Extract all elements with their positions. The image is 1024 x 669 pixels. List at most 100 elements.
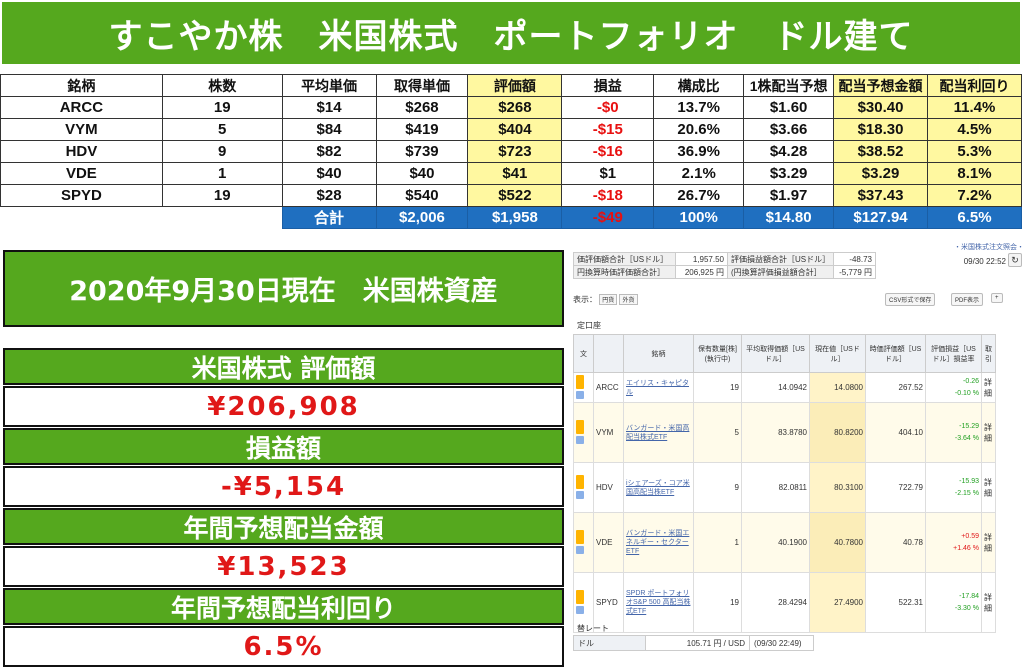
broker-screenshot: ・米国株式注文照会・ 価評価額合計［USドル］ 1,957.50 評価損益額合計…: [573, 238, 1024, 669]
cell-name[interactable]: SPDR ポートフォリオS&P 500 高配当株式ETF: [623, 572, 694, 633]
detail-link[interactable]: 詳細: [981, 402, 996, 463]
cell-ticker: ARCC: [0, 96, 163, 119]
cell-value: $522: [467, 184, 563, 207]
cell-ticker: VDE: [0, 162, 163, 185]
col-header-value: 時価評価額［USドル］: [865, 334, 926, 373]
buy-icon[interactable]: [576, 374, 584, 389]
gain-amount: +0.59: [961, 532, 979, 540]
csv-save-button[interactable]: CSV形式で保存: [885, 293, 936, 306]
col-header-now: 現在値［USドル］: [809, 334, 866, 373]
copy-icon: [576, 490, 584, 499]
cell-yield: 5.3%: [927, 140, 1022, 163]
cell-name[interactable]: バンガード・米国エネルギー・セクターETF: [623, 512, 694, 573]
display-toggle: 表示： 円貨 外貨: [573, 294, 638, 305]
refresh-icon[interactable]: ↻: [1008, 253, 1022, 267]
cell-gain: -15.29 -3.64 %: [925, 402, 982, 463]
pdf-button[interactable]: PDF表示: [951, 293, 984, 306]
detail-link[interactable]: 詳細: [981, 572, 996, 633]
cell-div-amount: $30.40: [833, 96, 929, 119]
cell-gain: +0.59 +1.46 %: [925, 512, 982, 573]
gain-amount: -0.26: [963, 377, 979, 385]
display-label: 表示：: [573, 295, 597, 304]
cell-avg: 14.0942: [741, 372, 810, 403]
cell-gain: -$18: [561, 184, 655, 207]
table-row: ARCC エイリス・キャピタル 19 14.0942 14.0800 267.5…: [573, 372, 996, 403]
summary-label-gain: 損益額: [3, 428, 564, 465]
cell-name[interactable]: バンガード・米国高配当株式ETF: [623, 402, 694, 463]
col-header-div-amount: 配当予想金額: [833, 74, 929, 97]
table-row: 円換算時価評価額合計］ 206,925 円 (円換算評価損益額合計］ -5,77…: [573, 265, 876, 279]
col-header-qty: 保有数量[株](執行中): [693, 334, 742, 373]
cell-ratio: 20.6%: [653, 118, 745, 141]
cell-value: $268: [467, 96, 563, 119]
total-value: $1,958: [467, 206, 563, 229]
cell-cost: $268: [375, 96, 469, 119]
cell-shares: 9: [161, 140, 283, 163]
table-header-row: 文 銘柄 保有数量[株](執行中) 平均取得価額［USドル］ 現在値［USドル］…: [573, 334, 996, 373]
cell-name[interactable]: iシェアーズ・コア米国高配当株ETF: [623, 462, 694, 513]
cell-div-amount: $37.43: [833, 184, 929, 207]
cell-avg: 82.0811: [741, 462, 810, 513]
summary-label-dividend: 年間予想配当金額: [3, 508, 564, 545]
summary-label: 価評価額合計［USドル］: [573, 252, 676, 266]
cell-ticker: HDV: [0, 140, 163, 163]
table-row: HDV iシェアーズ・コア米国高配当株ETF 9 82.0811 80.3100…: [573, 462, 996, 513]
toggle-yen[interactable]: 円貨: [599, 294, 618, 305]
cell-value: 267.52: [865, 372, 926, 403]
copy-icon: [576, 390, 584, 399]
cell-div-amount: $3.29: [833, 162, 929, 185]
page-title-banner: すこやか株 米国株式 ポートフォリオ ドル建て: [2, 2, 1020, 64]
total-div-per-share: $14.80: [743, 206, 835, 229]
cell-ticker: SPYD: [0, 184, 163, 207]
cell-yield: 7.2%: [927, 184, 1022, 207]
summary-value-yield: 6.5%: [3, 626, 564, 667]
detail-link[interactable]: 詳細: [981, 512, 996, 573]
total-yield: 6.5%: [927, 206, 1022, 229]
fx-rate-table: ドル 105.71 円 / USD (09/30 22:49): [573, 635, 814, 651]
order-inquiry-link[interactable]: ・米国株式注文照会・: [954, 244, 1024, 251]
cell-avg-price: $14: [281, 96, 377, 119]
gain-amount: -17.84: [959, 592, 979, 600]
cell-div-amount: $18.30: [833, 118, 929, 141]
more-button[interactable]: +: [991, 293, 1003, 303]
total-gain: -$49: [561, 206, 655, 229]
table-row: VYM 5 $84 $419 $404 -$15 20.6% $3.66 $18…: [0, 118, 1022, 141]
gain-percent: -3.30 %: [954, 604, 979, 612]
total-row: 合計 $2,006 $1,958 -$49 100% $14.80 $127.9…: [0, 206, 1022, 229]
summary-label-yield: 年間予想配当利回り: [3, 588, 564, 625]
toggle-foreign[interactable]: 外貨: [619, 294, 638, 305]
buy-icon[interactable]: [576, 474, 584, 489]
cell-ratio: 13.7%: [653, 96, 745, 119]
buy-icon[interactable]: [576, 529, 584, 544]
buy-icon[interactable]: [576, 419, 584, 434]
col-header-ticker: 銘柄: [0, 74, 163, 97]
summary-value: -5,779 円: [833, 265, 876, 279]
broker-timestamp: 09/30 22:52: [963, 257, 1006, 266]
cell-cost: $40: [375, 162, 469, 185]
portfolio-table: 銘柄 株数 平均単価 取得単価 評価額 損益 構成比 1株配当予想 配当予想金額…: [0, 74, 1022, 229]
cell-value: $723: [467, 140, 563, 163]
summary-label: 評価損益額合計［USドル］: [727, 252, 834, 266]
fx-value: 105.71 円 / USD: [645, 635, 750, 651]
cell-name[interactable]: エイリス・キャピタル: [623, 372, 694, 403]
total-cost: $2,006: [375, 206, 469, 229]
detail-link[interactable]: 詳細: [981, 372, 996, 403]
positions-table: 文 銘柄 保有数量[株](執行中) 平均取得価額［USドル］ 現在値［USドル］…: [573, 334, 996, 633]
col-header-ratio: 構成比: [653, 74, 745, 97]
table-row: ドル 105.71 円 / USD (09/30 22:49): [573, 635, 814, 651]
blank-cell: [0, 206, 163, 229]
cell-avg-price: $84: [281, 118, 377, 141]
col-header-cost: 取得単価: [375, 74, 469, 97]
cell-value: 522.31: [865, 572, 926, 633]
table-row: VDE 1 $40 $40 $41 $1 2.1% $3.29 $3.29 8.…: [0, 162, 1022, 185]
buy-icon[interactable]: [576, 589, 584, 604]
table-row: SPYD 19 $28 $540 $522 -$18 26.7% $1.97 $…: [0, 184, 1022, 207]
cell-shares: 19: [161, 184, 283, 207]
detail-link[interactable]: 詳細: [981, 462, 996, 513]
copy-icon: [576, 545, 584, 554]
table-row: HDV 9 $82 $739 $723 -$16 36.9% $4.28 $38…: [0, 140, 1022, 163]
summary-label-value: 米国株式 評価額: [3, 348, 564, 385]
total-ratio: 100%: [653, 206, 745, 229]
cell-div-per-share: $3.29: [743, 162, 835, 185]
cell-value: 722.79: [865, 462, 926, 513]
